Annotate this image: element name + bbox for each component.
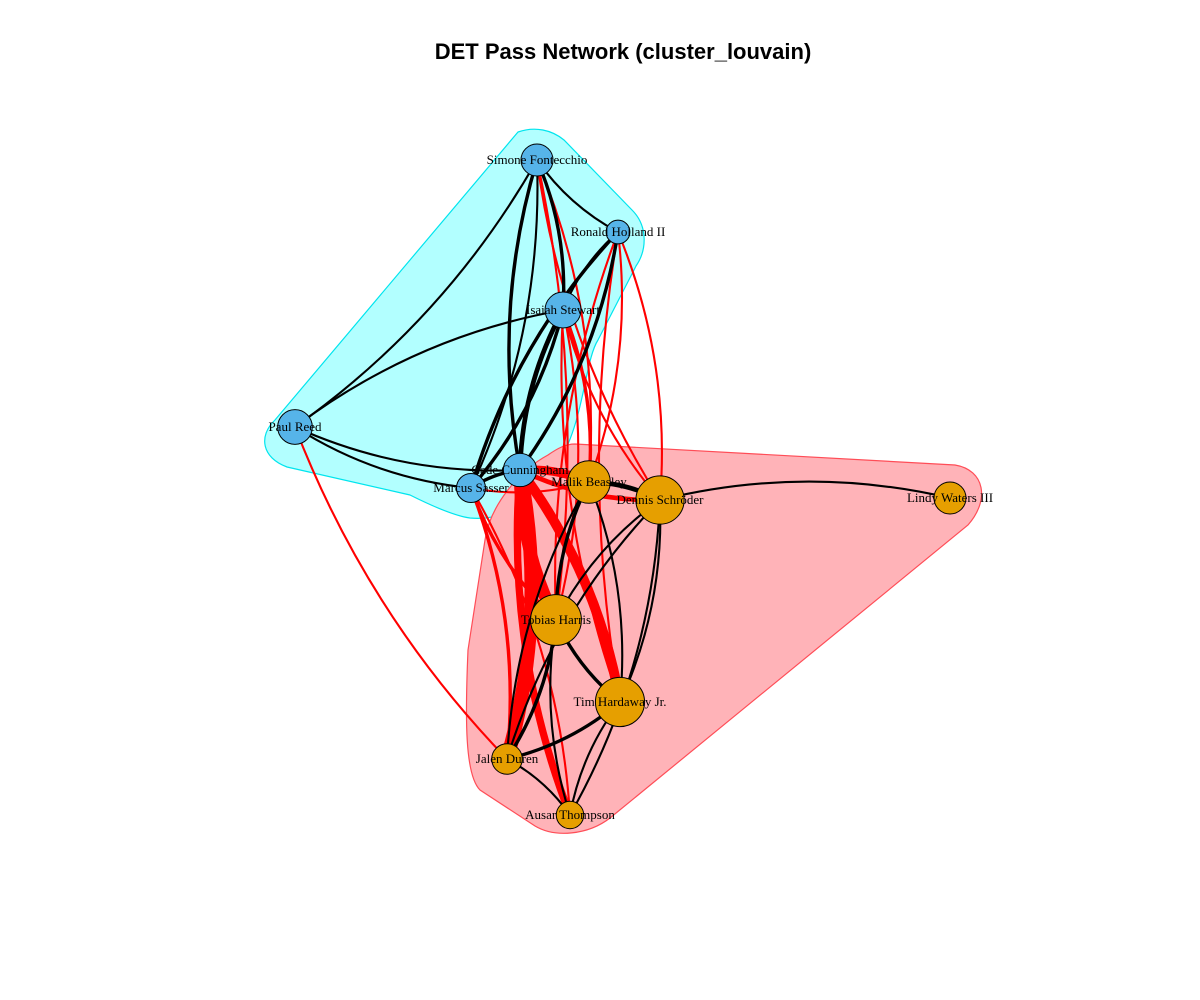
edge-cunningham-stewart: [517, 307, 566, 473]
node-label-reed: Paul Reed: [268, 419, 322, 434]
nodes: [277, 143, 967, 830]
edge-cunningham-holland: [518, 230, 620, 472]
node-reed[interactable]: [277, 409, 313, 445]
edge-fontecchio-schroder: [535, 158, 662, 502]
node-cunningham[interactable]: [502, 452, 538, 488]
node-holland[interactable]: [605, 219, 631, 245]
node-label-schroder: Dennis Schröder: [616, 492, 704, 507]
edge-holland-schroder: [616, 230, 663, 502]
node-duren[interactable]: [491, 743, 523, 775]
node-label-beasley: Malik Beasley: [551, 474, 627, 489]
node-fontecchio[interactable]: [520, 143, 554, 177]
node-label-waters: Lindy Waters III: [907, 490, 993, 505]
node-label-duren: Jalen Duren: [476, 751, 539, 766]
node-labels: Simone Fontecchio Ronald Holland II Isaiah…: [268, 152, 993, 822]
node-label-sasser: Marcus Sasser: [433, 480, 509, 495]
node-sasser[interactable]: [455, 472, 487, 504]
node-label-hardaway: Tim Hardaway Jr.: [573, 694, 666, 709]
node-stewart[interactable]: [544, 291, 582, 329]
node-hardaway[interactable]: [594, 676, 646, 728]
node-harris[interactable]: [530, 594, 582, 646]
edge-schroder-thompson: [568, 498, 662, 817]
edge-schroder-waters: [658, 480, 952, 502]
node-label-stewart: Isaiah Stewart: [526, 302, 600, 317]
edge-beasley-hardaway: [587, 480, 624, 704]
edge-sasser-fontecchio: [469, 158, 539, 490]
edge-reed-duren: [293, 425, 509, 761]
edge-stewart-hardaway: [560, 308, 622, 704]
node-label-harris: Tobias Harris: [521, 612, 591, 627]
edge-sasser-reed: [293, 425, 473, 490]
node-label-fontecchio: Simone Fontecchio: [487, 152, 588, 167]
edge-sasser-stewart: [469, 308, 565, 490]
edge-cunningham-reed: [293, 425, 522, 472]
node-thompson[interactable]: [555, 800, 585, 830]
edge-reed-fontecchio: [293, 158, 539, 429]
edge-sasser-holland: [469, 230, 620, 490]
node-waters[interactable]: [933, 481, 967, 515]
edge-cunningham-thompson: [513, 466, 574, 819]
node-schroder[interactable]: [635, 475, 685, 525]
edge-holland-beasley: [587, 230, 624, 484]
chart-title: DET Pass Network (cluster_louvain): [435, 39, 812, 64]
edge-sasser-thompson: [469, 486, 572, 817]
node-beasley[interactable]: [567, 460, 611, 504]
node-label-cunningham: Cade Cunningham: [471, 462, 568, 477]
node-label-thompson: Ausar Thompson: [525, 807, 615, 822]
node-label-holland: Ronald Holland II: [571, 224, 666, 239]
cluster-2-hull: [465, 443, 983, 834]
